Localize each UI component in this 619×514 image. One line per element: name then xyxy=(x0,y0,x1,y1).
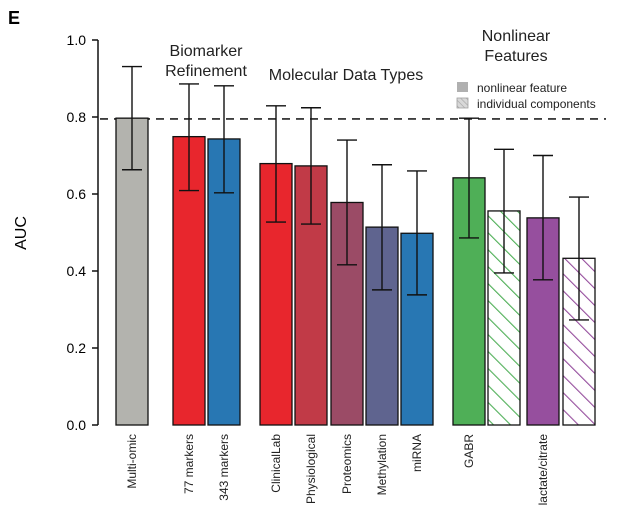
category-label: GABR xyxy=(462,434,476,468)
bars xyxy=(115,117,596,426)
category-label: 343 markers xyxy=(217,434,231,501)
y-tick-label: 0.4 xyxy=(67,263,87,279)
legend-label-components: individual components xyxy=(477,97,596,111)
category-label: miRNA xyxy=(410,434,424,472)
category-label: Proteomics xyxy=(340,434,354,494)
group-label-nonlinear: Nonlinear xyxy=(482,28,551,45)
group-label-features: Features xyxy=(484,48,547,65)
group-label-refinement: Refinement xyxy=(165,63,247,80)
panel-label: E xyxy=(8,8,20,28)
category-label: Methylation xyxy=(375,434,389,495)
category-labels: Multi-omic 77 markers 343 markers ClinicalL… xyxy=(125,434,550,506)
legend-swatch-solid xyxy=(457,82,468,92)
y-tick-label: 1.0 xyxy=(67,32,87,48)
legend-label-nonlinear: nonlinear feature xyxy=(477,81,567,95)
category-label: 77 markers xyxy=(182,434,196,494)
group-label-biomarker: Biomarker xyxy=(170,43,244,60)
y-tick-label: 0.2 xyxy=(67,340,87,356)
y-axis-label: AUC xyxy=(13,216,30,250)
legend-swatch-hatched xyxy=(456,97,469,109)
category-label: lactate/citrate xyxy=(536,434,550,506)
legend: nonlinear feature individual components xyxy=(456,81,596,111)
group-label-molecular: Molecular Data Types xyxy=(269,67,423,84)
y-tick-label: 0.8 xyxy=(67,109,87,125)
error-bars xyxy=(122,65,589,321)
category-label: ClinicalLab xyxy=(269,434,283,493)
y-tick-label: 0.0 xyxy=(67,417,87,433)
y-ticks: 0.0 0.2 0.4 0.6 0.8 1.0 xyxy=(67,32,98,433)
category-label: Multi-omic xyxy=(125,434,139,489)
category-label: Physiological xyxy=(304,434,318,504)
y-tick-label: 0.6 xyxy=(67,186,87,202)
